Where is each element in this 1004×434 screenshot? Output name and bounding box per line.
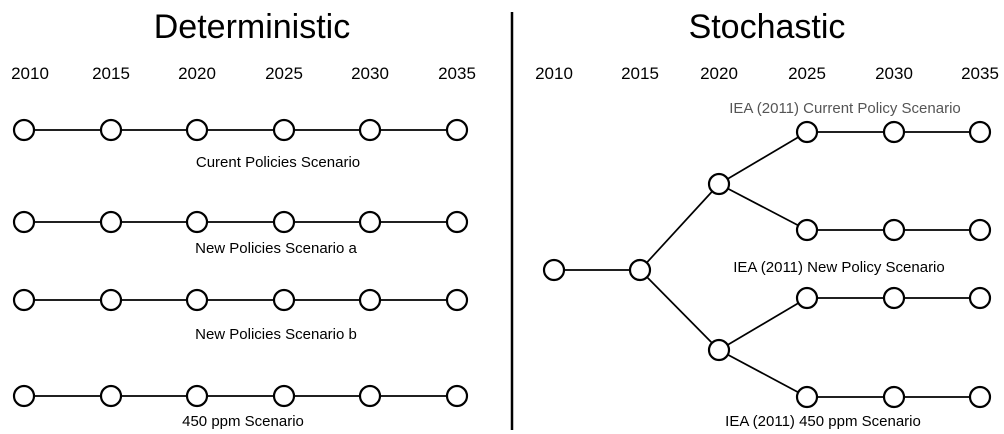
branch-node (707, 172, 731, 196)
stochastic-title: Stochastic (689, 8, 846, 46)
leaf-node (795, 218, 819, 242)
leaf-node (882, 218, 906, 242)
leaf-node (968, 385, 992, 409)
scenario-label: New Policies Scenario b (195, 326, 357, 343)
scenario-node (12, 118, 36, 142)
scenario-node (358, 210, 382, 234)
scenario-node (272, 384, 296, 408)
year-label: 2020 (700, 64, 738, 83)
leaf-node (968, 120, 992, 144)
year-label: 2035 (438, 64, 476, 83)
leaf-node (795, 120, 819, 144)
year-label: 2020 (178, 64, 216, 83)
scenario-node (445, 288, 469, 312)
year-label: 2015 (621, 64, 659, 83)
scenario-node (185, 384, 209, 408)
tree-edge (639, 183, 720, 271)
leaf-node (882, 120, 906, 144)
scenario-node (99, 288, 123, 312)
leaf-node (882, 385, 906, 409)
branch-node (707, 338, 731, 362)
scenario-label: 450 ppm Scenario (182, 413, 304, 430)
scenario-node (445, 384, 469, 408)
scenario-node (358, 118, 382, 142)
scenario-node (185, 210, 209, 234)
root-node (542, 258, 566, 282)
year-label: 2030 (351, 64, 389, 83)
deterministic-chain-current-policies (12, 118, 469, 142)
scenario-node (185, 288, 209, 312)
tree-edge (718, 183, 808, 231)
leaf-node (795, 286, 819, 310)
year-label: 2015 (92, 64, 130, 83)
scenario-node (12, 384, 36, 408)
leaf-node (968, 218, 992, 242)
scenario-node (99, 118, 123, 142)
scenario-node (12, 288, 36, 312)
deterministic-chain-new-policies-b (12, 288, 469, 312)
scenario-node (272, 288, 296, 312)
tree-edge (639, 269, 720, 351)
year-label: 2030 (875, 64, 913, 83)
scenario-node (272, 118, 296, 142)
stochastic-tree (542, 120, 992, 409)
tree-node (628, 258, 652, 282)
year-label: 2025 (788, 64, 826, 83)
stochastic-year-axis: 2010 2015 2020 2025 2030 2035 (535, 64, 999, 83)
scenario-label: IEA (2011) Current Policy Scenario (729, 100, 961, 117)
scenario-node (12, 210, 36, 234)
scenario-label: IEA (2011) 450 ppm Scenario (725, 413, 921, 430)
deterministic-year-axis: 2010 2015 2020 2025 2030 2035 (11, 64, 476, 83)
leaf-node (882, 286, 906, 310)
year-label: 2010 (535, 64, 573, 83)
scenario-node (185, 118, 209, 142)
scenario-node (99, 384, 123, 408)
deterministic-chain-new-policies-a (12, 210, 469, 234)
deterministic-title: Deterministic (154, 8, 350, 46)
scenario-label: New Policies Scenario a (195, 240, 357, 257)
scenario-node (445, 210, 469, 234)
leaf-node (795, 385, 819, 409)
year-label: 2025 (265, 64, 303, 83)
scenario-label: Curent Policies Scenario (196, 154, 360, 171)
tree-edge (718, 297, 808, 351)
scenario-node (358, 288, 382, 312)
scenario-node (272, 210, 296, 234)
year-label: 2035 (961, 64, 999, 83)
tree-edge (718, 131, 808, 185)
scenario-node (99, 210, 123, 234)
scenario-node (358, 384, 382, 408)
tree-edge (718, 349, 808, 398)
scenario-node (445, 118, 469, 142)
scenario-label: IEA (2011) New Policy Scenario (733, 259, 945, 276)
leaf-node (968, 286, 992, 310)
deterministic-chain-450-ppm (12, 384, 469, 408)
year-label: 2010 (11, 64, 49, 83)
